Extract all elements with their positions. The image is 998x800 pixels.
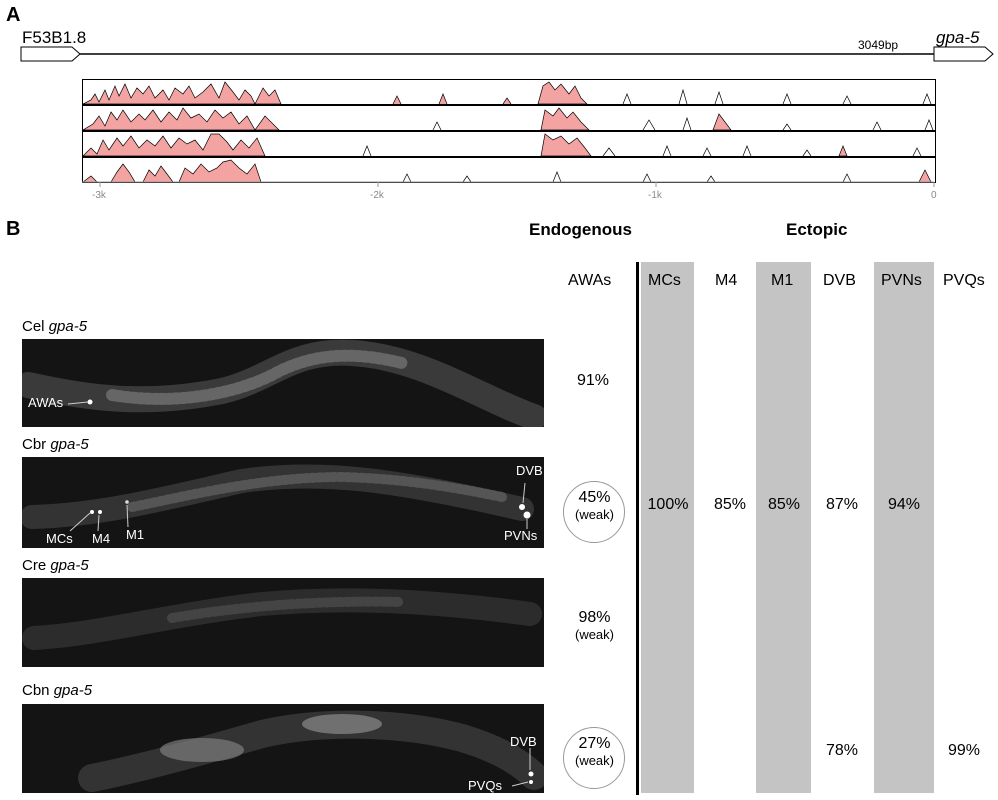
conservation-track-4 xyxy=(81,157,936,183)
micrograph-cbr: DVB MCs M4 M1 PVNs xyxy=(22,457,544,548)
cell-label-m1: M1 xyxy=(126,527,145,542)
column-header-m1: M1 xyxy=(771,272,794,289)
left-gene-label: F53B1.8 xyxy=(22,28,87,47)
pvqs-value-cbn: 99% xyxy=(947,742,981,759)
axis-tick-label: 0 xyxy=(931,190,937,201)
weak-expression-circle xyxy=(563,727,625,789)
cell-label-awas: AWAs xyxy=(28,395,64,410)
conservation-plot-2 xyxy=(81,107,934,131)
worm-image-cre xyxy=(22,588,542,650)
cell-label-dvb: DVB xyxy=(516,463,543,478)
conservation-plot-3 xyxy=(82,133,922,157)
row-title-cel: Cel gpa-5 xyxy=(22,318,88,335)
pvns-column-shade xyxy=(874,262,934,793)
cell-label-pvqs: PVQs xyxy=(468,778,502,793)
awa-value-cel: 91% xyxy=(576,372,610,389)
weak-expression-circle xyxy=(563,481,625,543)
worm-image-cel xyxy=(22,339,544,427)
axis-tick-label: -3k xyxy=(92,190,106,201)
row-title-cbn: Cbn gpa-5 xyxy=(22,682,93,699)
micrograph-cel: AWAs xyxy=(22,339,544,427)
axis-tick-label: -2k xyxy=(370,190,384,201)
conservation-track-1 xyxy=(82,79,936,105)
cell-label-dvb: DVB xyxy=(510,734,537,749)
m1-value-cbr: 85% xyxy=(767,496,801,513)
mcs-column-shade xyxy=(641,262,694,793)
column-header-pvqs: PVQs xyxy=(943,272,985,289)
conservation-plot-4 xyxy=(81,159,932,183)
awa-value-cbn: 27% (weak) xyxy=(574,735,614,768)
dvb-value-cbn: 78% xyxy=(825,742,859,759)
row-title-cre: Cre gpa-5 xyxy=(22,557,89,574)
worm-image-cbr xyxy=(22,464,534,532)
micrograph-cre xyxy=(22,578,544,667)
micrograph-cbn: DVB PVQs xyxy=(22,704,544,793)
pvns-value-cbr: 94% xyxy=(887,496,921,513)
right-gene-label: gpa-5 xyxy=(936,28,980,47)
endogenous-ectopic-divider xyxy=(636,262,639,795)
conservation-track-3 xyxy=(82,131,936,157)
ectopic-header: Ectopic xyxy=(786,220,848,239)
row-title-cbr: Cbr gpa-5 xyxy=(22,436,89,453)
intergenic-length-label: 3049bp xyxy=(858,38,899,52)
panel-b-letter: B xyxy=(6,218,21,240)
cell-label-m4: M4 xyxy=(92,531,111,546)
endogenous-header: Endogenous xyxy=(529,220,632,239)
awa-value-cre: 98% (weak) xyxy=(574,609,614,642)
conservation-plot-1 xyxy=(82,81,932,105)
mcs-value-cbr: 100% xyxy=(647,496,689,513)
awa-value-cbr: 45% (weak) xyxy=(574,489,614,522)
column-header-m4: M4 xyxy=(715,272,738,289)
dvb-value-cbr: 87% xyxy=(825,496,859,513)
column-header-dvb: DVB xyxy=(823,272,856,289)
worm-image-cbn xyxy=(78,710,544,792)
m1-column-shade xyxy=(756,262,811,793)
cell-label-pvns: PVNs xyxy=(504,528,538,543)
column-header-awas: AWAs xyxy=(568,272,612,289)
panel-a-letter: A xyxy=(6,4,21,26)
axis-tick-label: -1k xyxy=(648,190,662,201)
position-axis xyxy=(82,181,935,187)
conservation-track-2 xyxy=(81,105,936,131)
column-header-pvns: PVNs xyxy=(881,272,922,289)
cell-label-mcs: MCs xyxy=(46,531,73,546)
column-header-mcs: MCs xyxy=(648,272,681,289)
gene-map xyxy=(20,46,994,62)
m4-value-cbr: 85% xyxy=(713,496,747,513)
